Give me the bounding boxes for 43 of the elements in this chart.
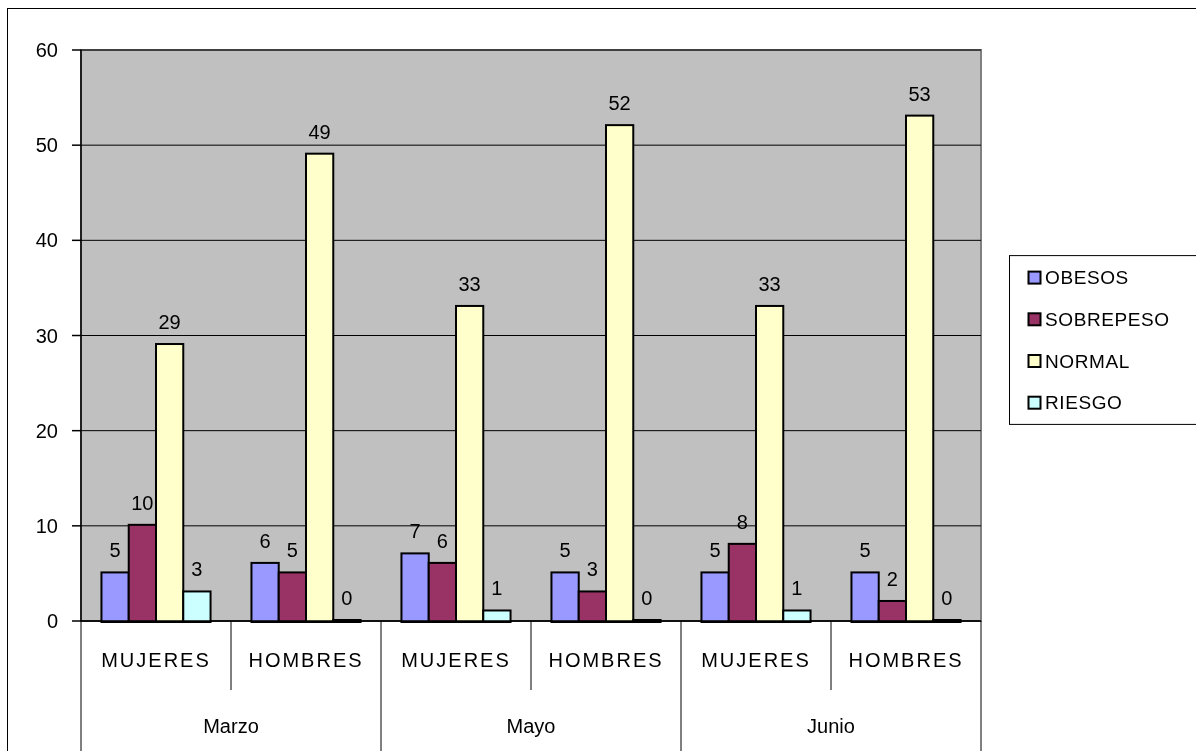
data-label: 6 xyxy=(259,529,271,552)
x-tick-label: HOMBRES xyxy=(848,649,964,671)
data-label: 5 xyxy=(286,539,298,562)
legend-label: OBESOS xyxy=(1045,267,1129,289)
x-tick-label: MUJERES xyxy=(701,649,811,671)
text: Junio xyxy=(807,715,855,737)
data-label: 1 xyxy=(791,577,803,600)
text: Mayo xyxy=(506,715,556,737)
data-label: 33 xyxy=(458,272,481,295)
data-label: 0 xyxy=(941,587,953,609)
data-label: 2 xyxy=(886,567,898,590)
y-tick-label: 30 xyxy=(35,324,58,347)
y-tick-label: 50 xyxy=(35,134,58,157)
data-label: 0 xyxy=(341,587,353,609)
data-label: 3 xyxy=(191,558,203,581)
legend-label: NORMAL xyxy=(1045,350,1130,372)
x-tick-label: MUJERES xyxy=(101,649,211,671)
data-label: 5 xyxy=(559,539,571,562)
data-label: 0 xyxy=(641,587,653,609)
data-label: 7 xyxy=(409,520,421,543)
data-label: 1 xyxy=(491,577,503,600)
data-label: 6 xyxy=(436,529,448,552)
legend-label: SOBREPESO xyxy=(1045,308,1170,330)
data-label: 49 xyxy=(308,120,331,143)
data-label: 53 xyxy=(908,82,931,105)
data-label: 29 xyxy=(158,311,181,334)
data-label: 5 xyxy=(859,539,871,562)
data-label: 52 xyxy=(608,92,631,115)
y-tick-label: 10 xyxy=(35,514,58,537)
y-tick-label: 60 xyxy=(35,39,58,61)
y-tick-label: 40 xyxy=(35,229,58,252)
y-tick-label: 0 xyxy=(46,610,58,632)
data-label: 10 xyxy=(131,491,154,514)
data-label: 5 xyxy=(709,539,721,562)
data-label: 5 xyxy=(109,539,121,562)
data-label: 33 xyxy=(758,272,781,295)
x-tick-label: MUJERES xyxy=(401,649,511,671)
legend-label: RIESGO xyxy=(1045,392,1123,414)
data-label: 3 xyxy=(586,558,598,581)
text: Marzo xyxy=(203,715,259,737)
x-tick-label: HOMBRES xyxy=(248,649,364,671)
y-tick-label: 20 xyxy=(35,419,58,442)
x-tick-label: HOMBRES xyxy=(548,649,664,671)
